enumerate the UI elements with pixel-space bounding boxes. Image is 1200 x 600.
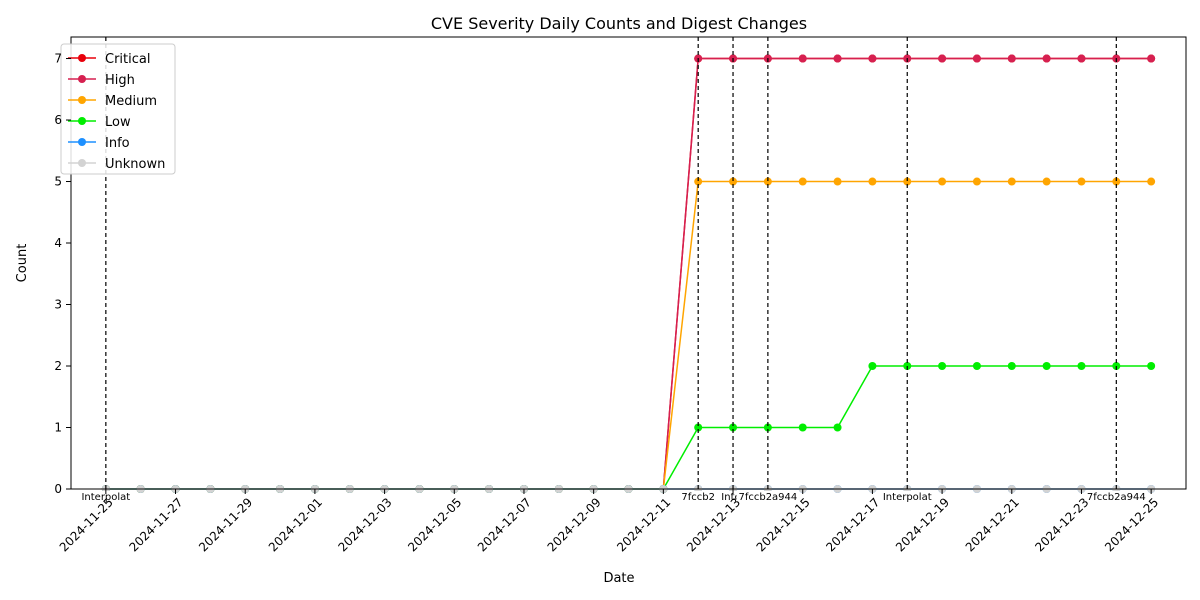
point-high [1147,54,1156,63]
digest-label-background [736,491,800,504]
point-medium [868,177,877,186]
digest-change-label: Interpolat [81,492,130,503]
digest-label-background [880,491,934,504]
legend-marker-low [78,117,86,125]
x-axis-title: Date [603,571,634,586]
point-high [1007,54,1016,63]
point-medium [1042,177,1051,186]
legend-label-low: Low [105,115,131,130]
y-tick-label: 1 [54,421,62,435]
point-low [1077,362,1086,371]
legend-label-info: Info [105,136,130,151]
point-medium [1147,177,1156,186]
point-medium [833,177,842,186]
y-tick-label: 3 [54,298,62,312]
y-tick-label: 4 [54,236,62,250]
point-low [833,423,842,432]
point-medium [763,177,772,186]
point-low [1007,362,1016,371]
point-high [1077,54,1086,63]
digest-change-label: 7fccb2a944 [1087,492,1146,503]
legend-label-unknown: Unknown [105,157,165,172]
point-high [972,54,981,63]
point-high [798,54,807,63]
point-medium [1077,177,1086,186]
legend-label-critical: Critical [105,52,150,67]
y-tick-label: 5 [54,175,62,189]
point-low [972,362,981,371]
legend-marker-high [78,75,86,83]
point-high [833,54,842,63]
point-medium [694,177,703,186]
legend-label-high: High [105,73,135,88]
point-high [938,54,947,63]
y-tick-label: 6 [54,113,62,127]
point-medium [1112,177,1121,186]
legend-marker-critical [78,54,86,62]
point-low [938,362,947,371]
digest-change-label: Interpolat [883,492,932,503]
chart-title: CVE Severity Daily Counts and Digest Cha… [431,14,807,33]
digest-label-background [79,491,133,504]
point-medium [972,177,981,186]
point-medium [903,177,912,186]
point-low [868,362,877,371]
legend-label-medium: Medium [105,94,157,109]
legend: Critical High Medium Low Info Unknown [60,43,176,175]
legend-marker-unknown [78,159,86,167]
point-low [1042,362,1051,371]
point-low [1147,362,1156,371]
axes-frame [70,36,1187,490]
point-low [763,423,772,432]
digest-change-label: 7fccb2a944 [738,492,797,503]
digest-change-label: 7fccb2 [681,492,715,503]
digest-label-background [1084,491,1148,504]
y-tick-label: 7 [54,52,62,66]
point-medium [729,177,738,186]
point-medium [798,177,807,186]
point-low [798,423,807,432]
y-tick-label: 0 [54,482,62,496]
point-high [1042,54,1051,63]
point-low [729,423,738,432]
point-medium [1007,177,1016,186]
digest-change-label: Inter [721,492,745,503]
y-tick-label: 2 [54,359,62,373]
legend-marker-info [78,138,86,146]
y-axis-title: Count [15,244,30,283]
point-medium [938,177,947,186]
point-high [868,54,877,63]
digest-label-background [679,491,717,504]
point-low [694,423,703,432]
legend-marker-medium [78,96,86,104]
